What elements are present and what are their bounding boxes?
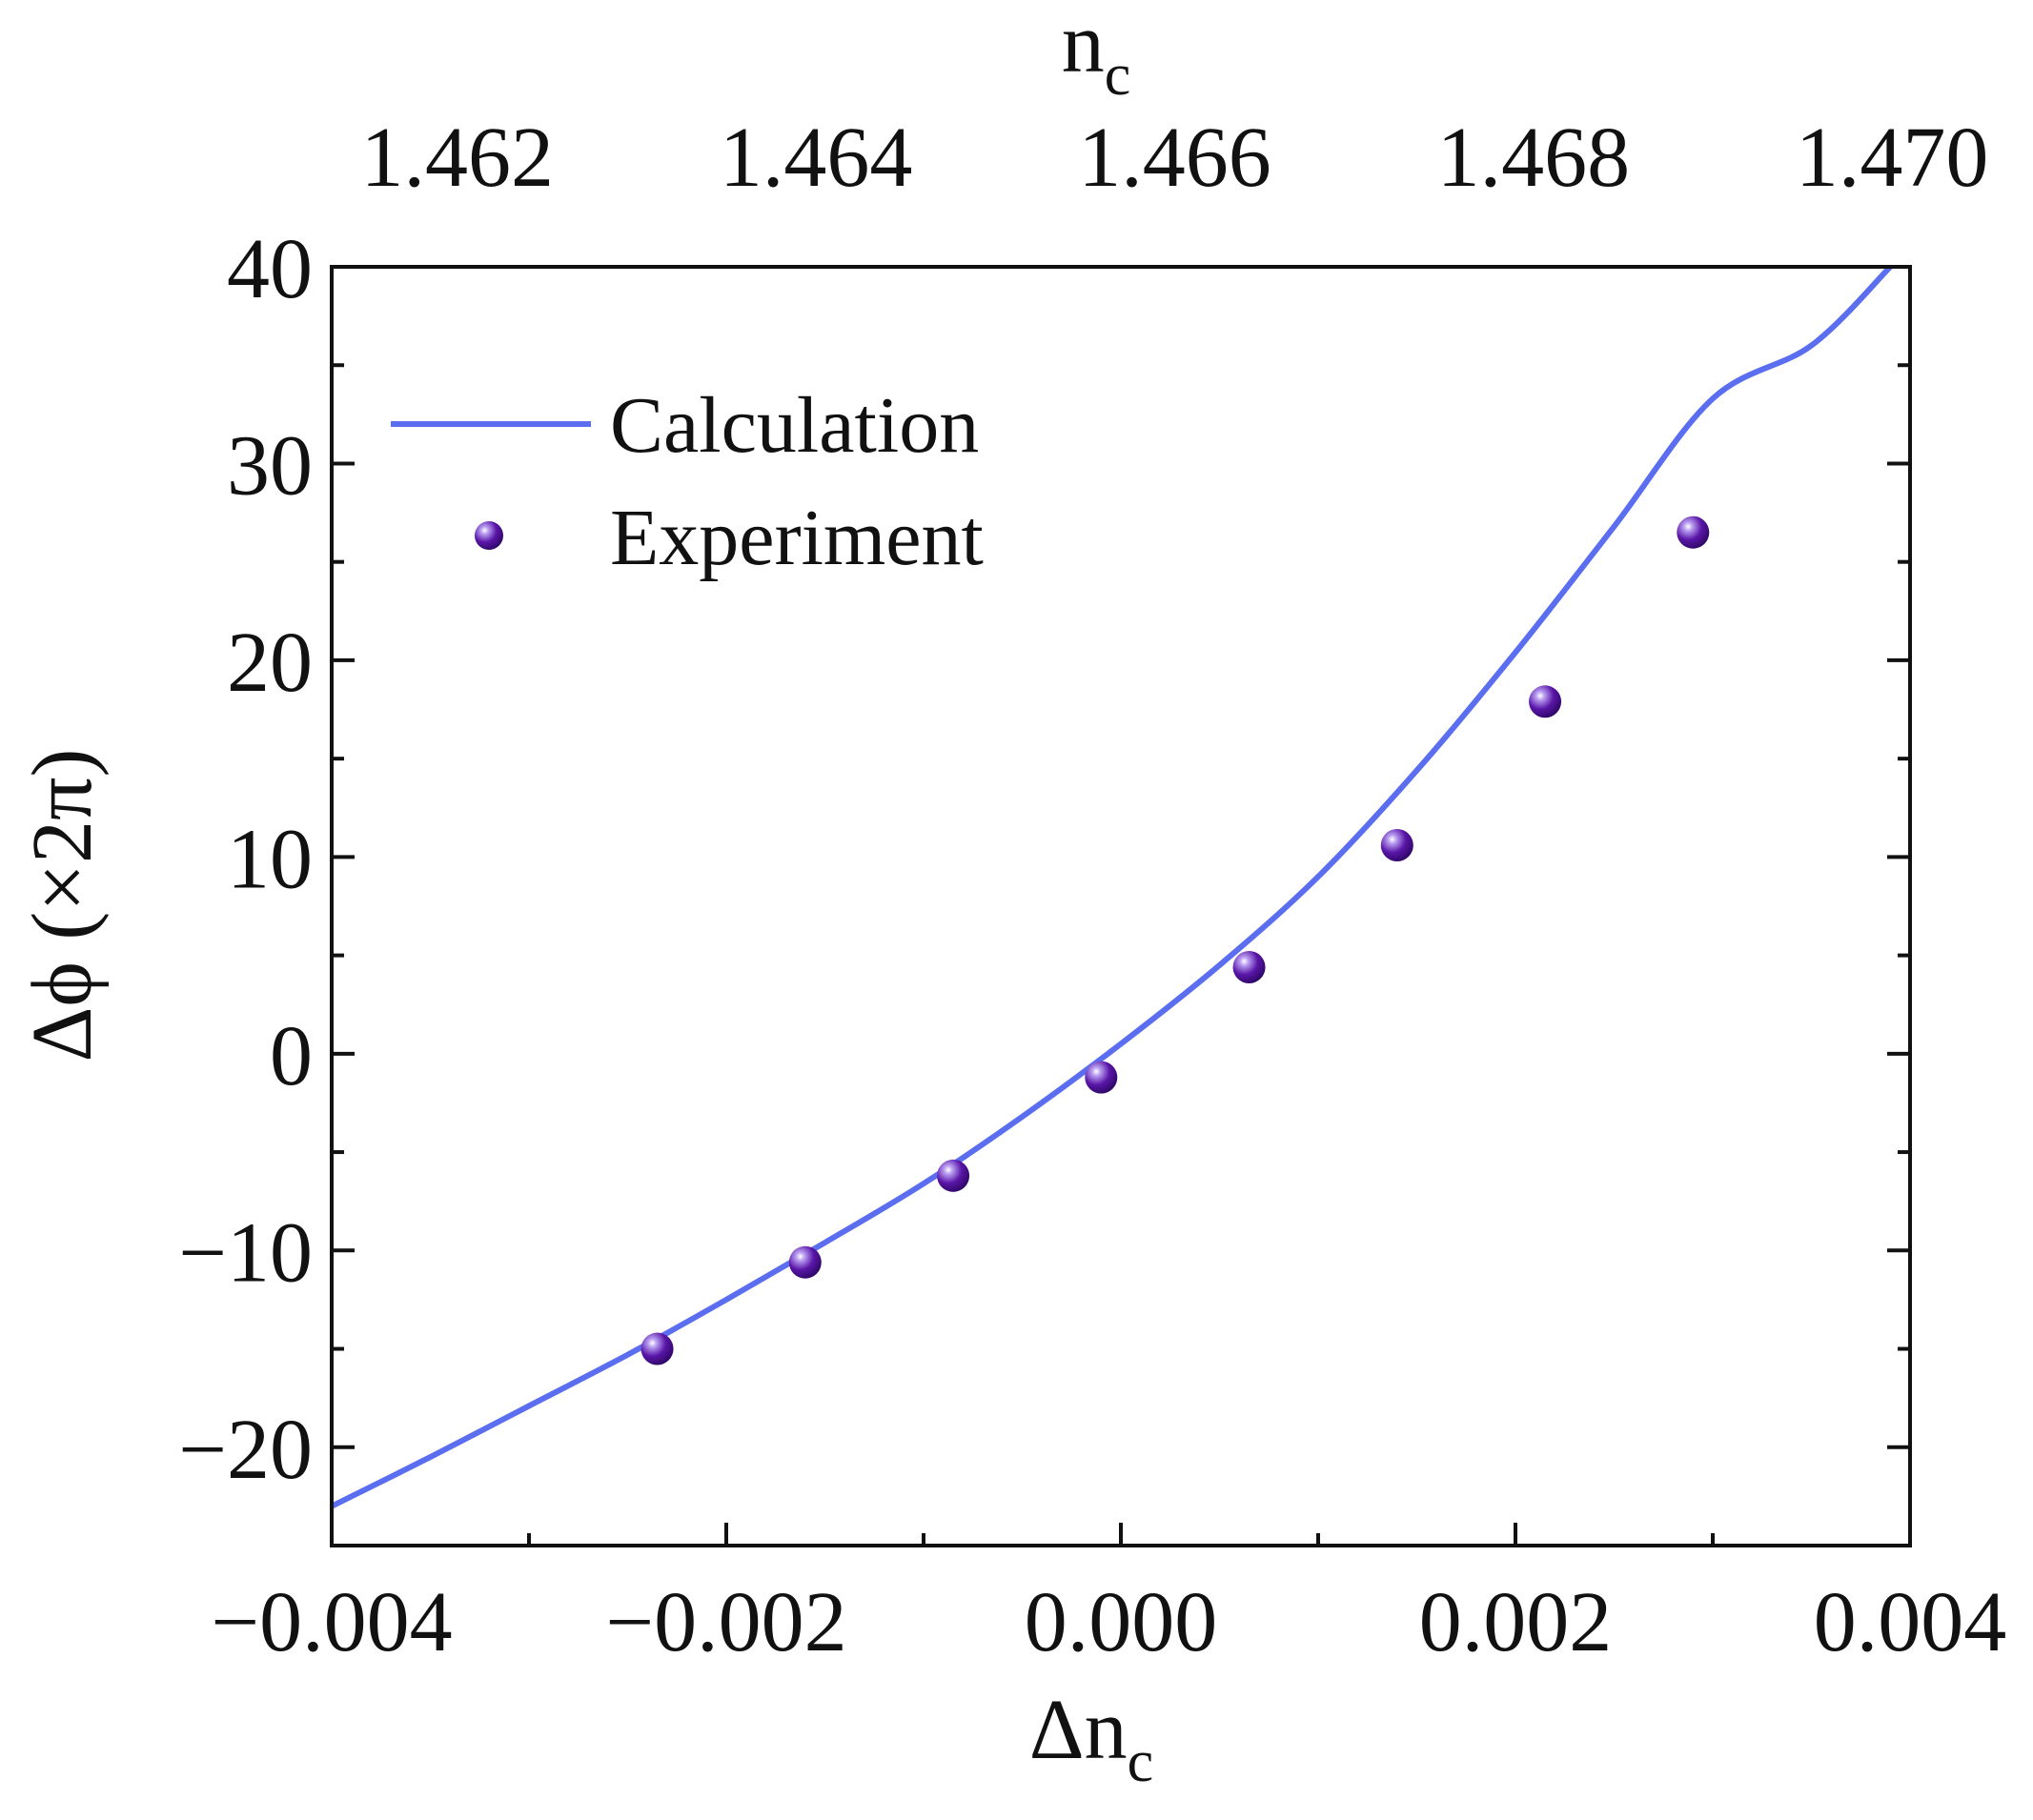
top-x-tick-label: 1.462	[360, 111, 554, 205]
tick-marks	[330, 265, 1912, 1546]
y-tick-label: 0	[270, 1009, 313, 1103]
calculation-series	[332, 267, 1893, 1509]
x-axis-title-main: Δn	[1029, 1683, 1128, 1777]
top-x-tick-label: 1.468	[1437, 111, 1631, 205]
experiment-point	[788, 1245, 822, 1279]
experiment-point	[1529, 685, 1562, 718]
x-tick-label: 0.002	[1419, 1575, 1613, 1669]
top-axis-title-sub: c	[1105, 43, 1131, 108]
legend-label-experiment: Experiment	[610, 494, 984, 582]
x-tick-label: 0.004	[1814, 1575, 2007, 1669]
x-tick-label: 0.000	[1025, 1575, 1218, 1669]
legend-label-calculation: Calculation	[610, 381, 979, 470]
legend: Calculation Experiment	[391, 381, 984, 582]
y-tick-label: 40	[227, 222, 313, 316]
experiment-point	[640, 1332, 674, 1365]
y-tick-label: 20	[227, 616, 313, 710]
x-axis-title: Δnc	[1029, 1683, 1153, 1794]
experiment-point	[1677, 516, 1710, 549]
tick-labels: −0.004 −0.002 0.000 0.002 0.004 1.462 1.464 1.4…	[178, 111, 2006, 1669]
y-axis-title: Δϕ (×2π)	[15, 749, 110, 1062]
x-tick-label: −0.002	[605, 1575, 846, 1669]
experiment-point	[1232, 951, 1266, 984]
y-tick-label: −20	[178, 1403, 313, 1497]
y-tick-label: 10	[227, 812, 313, 906]
y-tick-label: −10	[178, 1205, 313, 1300]
experiment-point	[1085, 1061, 1118, 1094]
top-axis-title-main: n	[1062, 0, 1105, 91]
y-tick-label: 30	[227, 418, 313, 513]
legend-marker-experiment	[475, 521, 503, 550]
calculation-line	[332, 267, 1893, 1509]
experiment-series	[640, 516, 1710, 1365]
top-x-tick-label: 1.464	[720, 111, 913, 205]
x-axis-title-sub: c	[1128, 1729, 1154, 1794]
top-x-tick-label: 1.470	[1796, 111, 1989, 205]
top-axis-title: nc	[1062, 0, 1131, 108]
x-tick-label: −0.004	[211, 1575, 452, 1669]
experiment-point	[937, 1159, 970, 1192]
top-x-tick-label: 1.466	[1078, 111, 1271, 205]
experiment-point	[1380, 828, 1413, 861]
plot-frame	[330, 265, 1912, 1547]
